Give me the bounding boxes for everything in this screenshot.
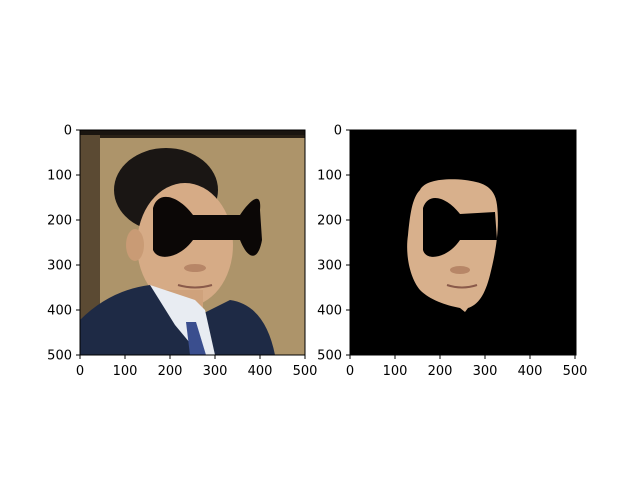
x-tick-label: 300 [203,364,228,379]
x-tick-label: 400 [248,364,273,379]
y-tick-label: 300 [317,259,342,274]
left-y-axis: 0 100 200 300 400 500 [47,124,80,364]
segmented-face-image [350,130,576,355]
y-tick-label: 0 [334,124,342,139]
y-tick-label: 200 [317,214,342,229]
y-tick-label: 300 [47,259,72,274]
y-tick-label: 500 [47,349,72,364]
right-axes-frame [349,129,577,356]
right-x-axis: 0 100 200 300 400 500 [346,355,588,379]
left-x-axis: 0 100 200 300 400 500 [76,355,318,379]
y-tick-label: 200 [47,214,72,229]
y-tick-label: 400 [317,304,342,319]
y-tick-label: 400 [47,304,72,319]
right-panel: 0 100 200 300 400 500 0 100 200 300 400 … [317,124,587,380]
y-tick-label: 100 [47,169,72,184]
x-tick-label: 300 [473,364,498,379]
x-tick-label: 0 [76,364,84,379]
y-tick-label: 0 [64,124,72,139]
original-face-image [80,130,305,355]
x-tick-label: 100 [383,364,408,379]
left-axes-frame [79,129,306,356]
x-tick-label: 500 [563,364,588,379]
left-panel: 0 100 200 300 400 500 0 100 200 300 400 … [47,124,317,380]
x-tick-label: 200 [158,364,183,379]
x-tick-label: 0 [346,364,354,379]
right-y-axis: 0 100 200 300 400 500 [317,124,350,364]
x-tick-label: 500 [293,364,318,379]
y-tick-label: 500 [317,349,342,364]
x-tick-label: 200 [428,364,453,379]
x-tick-label: 100 [113,364,138,379]
y-tick-label: 100 [317,169,342,184]
x-tick-label: 400 [518,364,543,379]
